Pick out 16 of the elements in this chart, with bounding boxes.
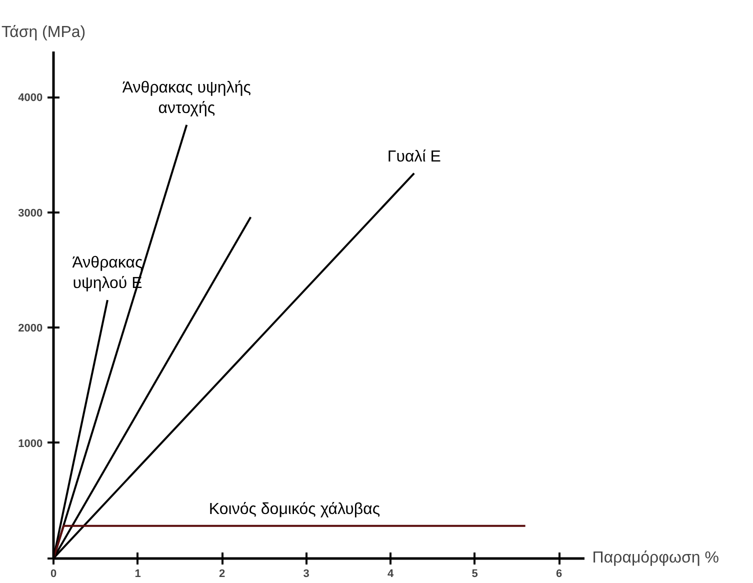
series-label: Κοινός δομικός χάλυβας: [208, 500, 380, 518]
x-tick-label: 5: [472, 568, 478, 580]
x-tick-label: 6: [556, 568, 562, 580]
x-axis-title: Παραμόρφωση %: [592, 550, 719, 567]
y-tick-label: 3000: [18, 207, 43, 220]
series-label: Γυαλί Ε: [387, 148, 441, 166]
x-tick-label: 1: [134, 568, 141, 580]
y-tick-label: 2000: [18, 322, 43, 335]
x-tick-label: 0: [50, 568, 57, 580]
x-tick-label: 2: [218, 568, 226, 580]
series-label: Άνθρακας υψηλής αντοχής: [122, 79, 252, 117]
y-tick-label: 1000: [18, 438, 43, 450]
y-axis-title: Τάση (MPa): [2, 24, 86, 42]
x-tick-label: 4: [387, 568, 394, 580]
x-tick-label: 3: [303, 568, 310, 580]
y-tick-label: 4000: [18, 92, 43, 104]
